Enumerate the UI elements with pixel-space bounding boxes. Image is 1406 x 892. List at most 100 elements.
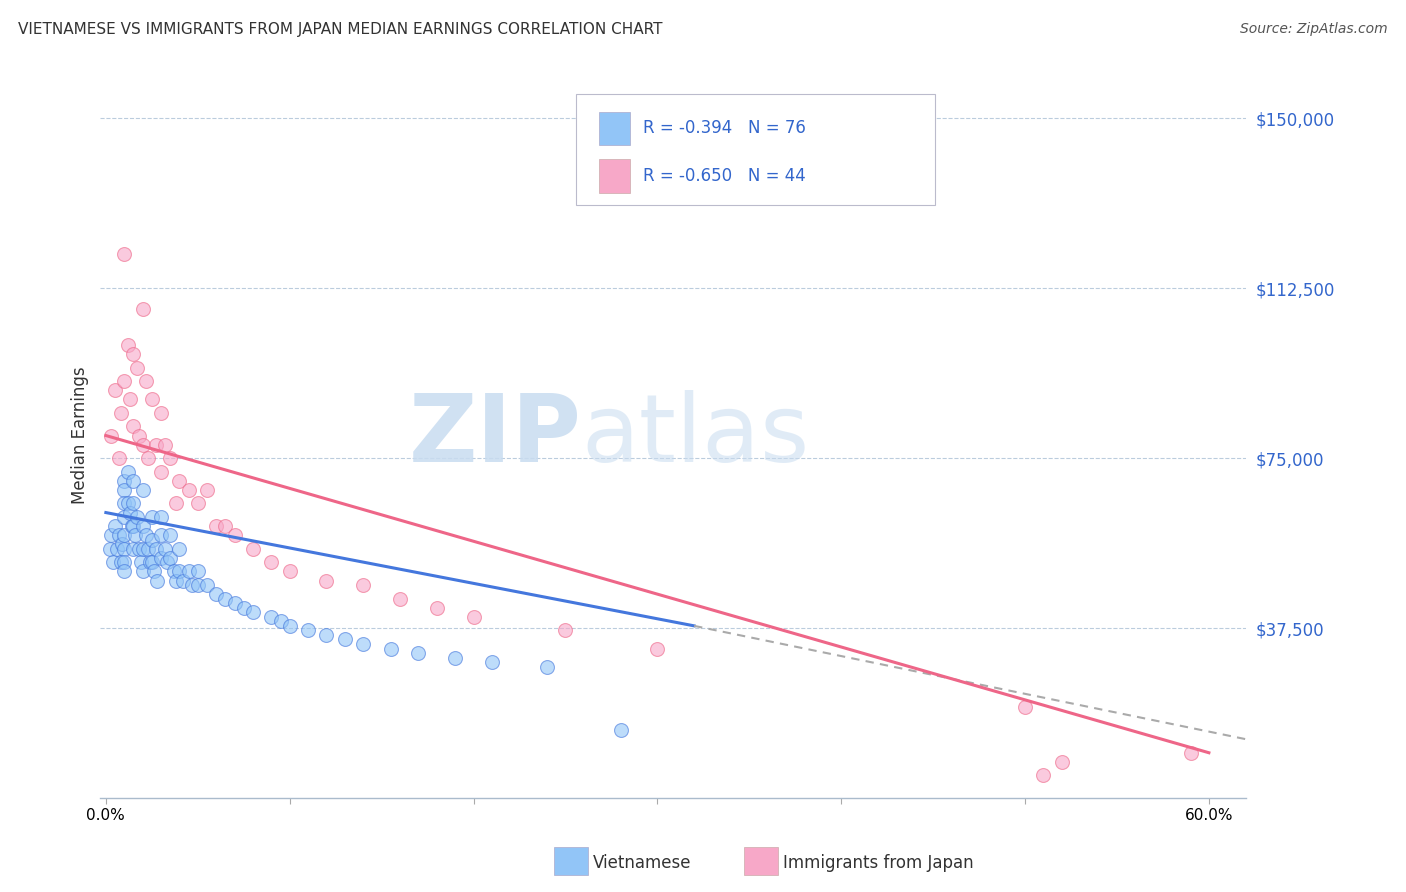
Point [150,550,173,565]
Point [141,556,163,570]
Point [104,383,127,397]
Point [110,406,132,420]
Point [278,619,301,633]
Point [112,528,135,542]
Point [242,541,264,556]
Point [145,541,167,556]
Point [195,483,218,497]
Point [100,428,122,442]
Point [159,451,181,466]
Point [260,609,283,624]
Point [260,556,283,570]
Point [112,483,135,497]
Point [111,537,134,551]
Point [150,510,173,524]
Point [118,392,141,407]
Point [121,519,143,533]
Point [352,637,374,651]
Point [135,374,157,388]
Point [118,506,141,520]
Point [214,519,236,533]
Point [481,655,503,669]
Point [150,465,173,479]
Point [315,574,337,588]
Point [122,474,145,488]
Point [117,338,139,352]
Point [177,483,200,497]
Text: Immigrants from Japan: Immigrants from Japan [783,854,974,871]
Point [131,437,153,451]
Point [214,591,236,606]
Point [128,428,150,442]
Point [205,519,228,533]
Point [131,565,153,579]
Point [169,565,191,579]
Point [141,533,163,547]
Text: R = -0.650   N = 44: R = -0.650 N = 44 [643,167,806,185]
Point [131,519,153,533]
Point [112,474,135,488]
Point [128,541,150,556]
Text: Vietnamese: Vietnamese [593,854,692,871]
Point [117,496,139,510]
Point [333,632,356,647]
Point [103,556,125,570]
Point [131,541,153,556]
Point [104,519,127,533]
Point [98,541,121,556]
Point [163,565,186,579]
Point [352,578,374,592]
Point [408,646,430,660]
Point [127,510,149,524]
Point [297,624,319,638]
Point [122,541,145,556]
Point [139,556,162,570]
Point [153,437,176,451]
Point [1050,755,1073,769]
Point [117,465,139,479]
Point [181,578,204,592]
Point [169,541,191,556]
Point [112,510,135,524]
Point [142,565,165,579]
Point [205,587,228,601]
Point [159,550,181,565]
Point [110,556,132,570]
Point [172,574,194,588]
Point [155,556,177,570]
Point [187,565,209,579]
Point [232,600,254,615]
Point [1014,700,1036,714]
Point [124,528,146,542]
Point [107,528,129,542]
Point [131,301,153,316]
Text: ZIP: ZIP [409,390,582,482]
Point [159,528,181,542]
Point [150,528,173,542]
Point [224,528,246,542]
Point [165,574,187,588]
Point [112,247,135,261]
Point [153,541,176,556]
Point [127,360,149,375]
Point [105,541,128,556]
Point [112,374,135,388]
Point [177,565,200,579]
Point [112,556,135,570]
Point [187,496,209,510]
Point [165,496,187,510]
Point [315,628,337,642]
Point [270,615,292,629]
Point [609,723,631,737]
Text: VIETNAMESE VS IMMIGRANTS FROM JAPAN MEDIAN EARNINGS CORRELATION CHART: VIETNAMESE VS IMMIGRANTS FROM JAPAN MEDI… [18,22,662,37]
Point [224,596,246,610]
Point [195,578,218,592]
Point [136,451,159,466]
Point [136,541,159,556]
Point [389,591,412,606]
Point [554,624,576,638]
Point [426,600,449,615]
Point [141,392,163,407]
Point [169,474,191,488]
Point [122,519,145,533]
